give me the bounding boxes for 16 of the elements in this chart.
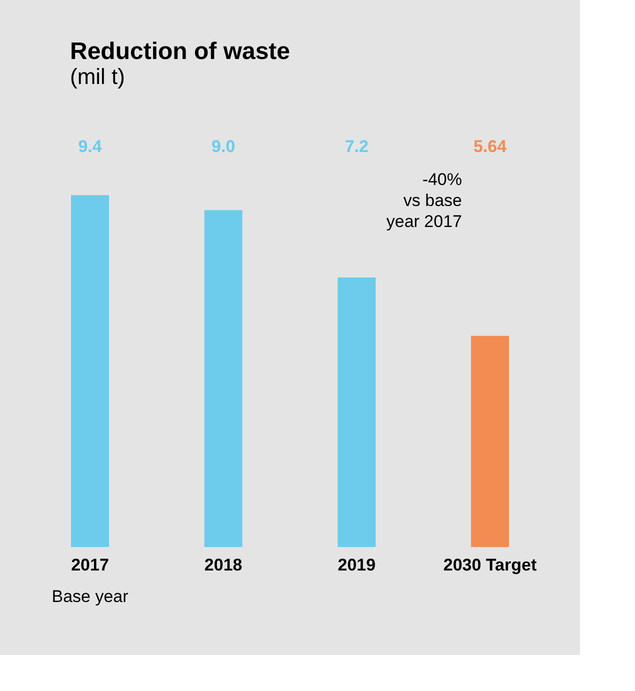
bar [204, 210, 242, 547]
data-label: 9.0 [212, 137, 236, 156]
x-tick-label: 2019 [338, 556, 376, 574]
data-label: 5.64 [473, 137, 508, 156]
chart-subtitle: (mil t) [70, 64, 125, 89]
bar [338, 277, 376, 547]
data-label: 9.4 [78, 137, 102, 156]
bar [71, 195, 109, 547]
text: Base year [52, 587, 129, 606]
data-label: 7.2 [344, 137, 368, 156]
x-tick-label: 2017 [71, 556, 109, 574]
x-tick-label: 2030 Target [443, 556, 537, 574]
annotation: -40% vs base year 2017 [386, 170, 462, 231]
x-tick-label: 2018 [204, 556, 242, 574]
bar [471, 336, 509, 547]
chart-title: Reduction of waste [70, 38, 290, 65]
